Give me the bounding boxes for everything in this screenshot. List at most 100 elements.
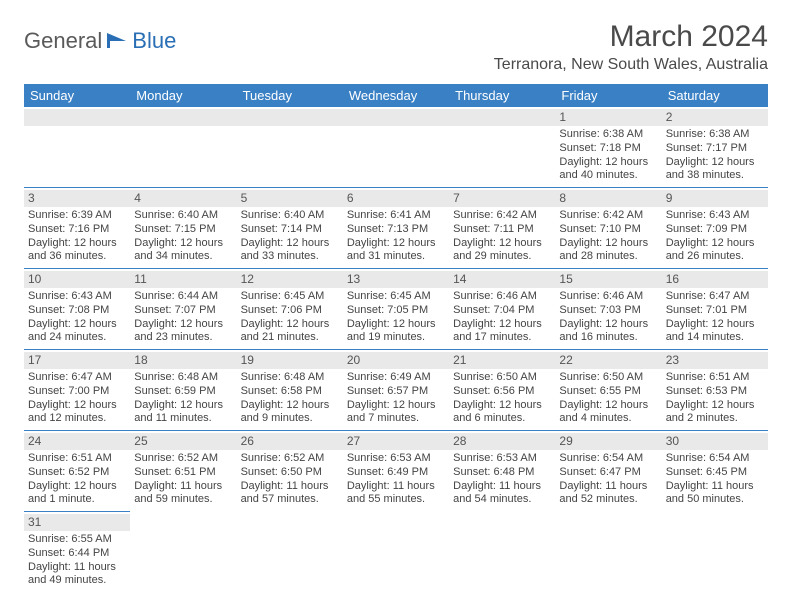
calendar-day-cell: 31Sunrise: 6:55 AMSunset: 6:44 PMDayligh… (24, 512, 130, 593)
sunset-text: Sunset: 6:51 PM (134, 466, 232, 480)
sunset-text: Sunset: 7:08 PM (28, 304, 126, 318)
daylight-text: Daylight: 11 hours and 59 minutes. (134, 480, 232, 508)
sunset-text: Sunset: 7:14 PM (241, 223, 339, 237)
calendar-day-cell (237, 107, 343, 188)
calendar-day-cell (130, 107, 236, 188)
month-title: March 2024 (494, 20, 768, 54)
calendar-day-cell: 20 Sunrise: 6:49 AMSunset: 6:57 PMDayligh… (343, 350, 449, 431)
daylight-text: Daylight: 12 hours and 21 minutes. (241, 318, 339, 346)
sunrise-text: Sunrise: 6:46 AM (559, 290, 657, 304)
sunset-text: Sunset: 7:18 PM (559, 142, 657, 156)
calendar-day-cell (343, 107, 449, 188)
daylight-text: Daylight: 12 hours and 1 minute. (28, 480, 126, 508)
day-number: 30 (662, 433, 768, 450)
calendar-day-cell: 10Sunrise: 6:43 AMSunset: 7:08 PMDayligh… (24, 269, 130, 350)
calendar-day-cell: 28Sunrise: 6:53 AMSunset: 6:48 PMDayligh… (449, 431, 555, 512)
sunrise-text: Sunrise: 6:43 AM (666, 209, 764, 223)
day-number-empty (449, 109, 555, 126)
calendar-day-cell: 21Sunrise: 6:50 AMSunset: 6:56 PMDayligh… (449, 350, 555, 431)
daylight-text: Daylight: 12 hours and 40 minutes. (559, 156, 657, 184)
sunset-text: Sunset: 6:47 PM (559, 466, 657, 480)
sunrise-text: Sunrise: 6:52 AM (134, 452, 232, 466)
daylight-text: Daylight: 12 hours and 12 minutes. (28, 399, 126, 427)
sunset-text: Sunset: 6:45 PM (666, 466, 764, 480)
weekday-header: Monday (130, 84, 236, 107)
calendar-day-cell (343, 512, 449, 593)
day-number: 23 (662, 352, 768, 369)
daylight-text: Daylight: 12 hours and 7 minutes. (347, 399, 445, 427)
sunrise-text: Sunrise: 6:53 AM (453, 452, 551, 466)
sunrise-text: Sunrise: 6:42 AM (559, 209, 657, 223)
calendar-week-row: 24Sunrise: 6:51 AMSunset: 6:52 PMDayligh… (24, 431, 768, 512)
sunrise-text: Sunrise: 6:49 AM (347, 371, 445, 385)
sunset-text: Sunset: 6:44 PM (28, 547, 126, 561)
day-number: 27 (343, 433, 449, 450)
sunrise-text: Sunrise: 6:38 AM (666, 128, 764, 142)
sunset-text: Sunset: 7:07 PM (134, 304, 232, 318)
daylight-text: Daylight: 12 hours and 28 minutes. (559, 237, 657, 265)
weekday-header: Saturday (662, 84, 768, 107)
sunset-text: Sunset: 7:00 PM (28, 385, 126, 399)
calendar-day-cell: 27Sunrise: 6:53 AMSunset: 6:49 PMDayligh… (343, 431, 449, 512)
calendar-day-cell: 4Sunrise: 6:40 AMSunset: 7:15 PMDaylight… (130, 188, 236, 269)
sunrise-text: Sunrise: 6:47 AM (28, 371, 126, 385)
day-number: 26 (237, 433, 343, 450)
flag-icon (106, 32, 130, 50)
calendar-day-cell (449, 107, 555, 188)
calendar-day-cell: 18Sunrise: 6:48 AMSunset: 6:59 PMDayligh… (130, 350, 236, 431)
sunrise-text: Sunrise: 6:46 AM (453, 290, 551, 304)
sunrise-text: Sunrise: 6:47 AM (666, 290, 764, 304)
calendar-day-cell (130, 512, 236, 593)
calendar-week-row: 1 Sunrise: 6:38 AM Sunset: 7:18 PMDaylight… (24, 107, 768, 188)
calendar-day-cell: 23Sunrise: 6:51 AMSunset: 6:53 PMDayligh… (662, 350, 768, 431)
sunrise-text: Sunrise: 6:45 AM (241, 290, 339, 304)
day-number: 17 (24, 352, 130, 369)
calendar-day-cell (24, 107, 130, 188)
sunset-text: Sunset: 6:53 PM (666, 385, 764, 399)
sunset-text: Sunset: 7:15 PM (134, 223, 232, 237)
sunset-text: Sunset: 6:57 PM (347, 385, 445, 399)
daylight-text: Daylight: 12 hours and 11 minutes. (134, 399, 232, 427)
daylight-text: Daylight: 12 hours and 26 minutes. (666, 237, 764, 265)
sunrise-text: Sunrise: 6:52 AM (241, 452, 339, 466)
sunset-text: Sunset: 7:16 PM (28, 223, 126, 237)
sunset-text: Sunset: 6:48 PM (453, 466, 551, 480)
logo: General Blue (24, 20, 176, 54)
daylight-text: Daylight: 12 hours and 34 minutes. (134, 237, 232, 265)
daylight-text: Daylight: 12 hours and 23 minutes. (134, 318, 232, 346)
sunrise-text: Sunrise: 6:44 AM (134, 290, 232, 304)
day-number: 16 (662, 271, 768, 288)
sunrise-text: Sunrise: 6:50 AM (559, 371, 657, 385)
calendar-week-row: 17Sunrise: 6:47 AMSunset: 7:00 PMDayligh… (24, 350, 768, 431)
sunset-text: Sunset: 7:09 PM (666, 223, 764, 237)
daylight-text: Daylight: 12 hours and 6 minutes. (453, 399, 551, 427)
sunrise-text: Sunrise: 6:55 AM (28, 533, 126, 547)
sunrise-text: Sunrise: 6:41 AM (347, 209, 445, 223)
daylight-text: Daylight: 11 hours and 52 minutes. (559, 480, 657, 508)
daylight-text: Daylight: 11 hours and 57 minutes. (241, 480, 339, 508)
sunrise-text: Sunrise: 6:51 AM (28, 452, 126, 466)
sunset-text: Sunset: 7:11 PM (453, 223, 551, 237)
calendar-day-cell: 5Sunrise: 6:40 AMSunset: 7:14 PMDaylight… (237, 188, 343, 269)
calendar-day-cell: 24Sunrise: 6:51 AMSunset: 6:52 PMDayligh… (24, 431, 130, 512)
daylight-text: Daylight: 11 hours and 49 minutes. (28, 561, 126, 589)
day-number: 1 (555, 109, 661, 126)
weekday-header: Thursday (449, 84, 555, 107)
day-number: 20 (343, 352, 449, 369)
daylight-text: Daylight: 12 hours and 16 minutes. (559, 318, 657, 346)
logo-text-blue: Blue (132, 28, 176, 54)
daylight-text: Daylight: 12 hours and 19 minutes. (347, 318, 445, 346)
daylight-text: Daylight: 12 hours and 9 minutes. (241, 399, 339, 427)
sunrise-text: Sunrise: 6:54 AM (559, 452, 657, 466)
sunset-text: Sunset: 7:04 PM (453, 304, 551, 318)
calendar-day-cell: 8Sunrise: 6:42 AMSunset: 7:10 PMDaylight… (555, 188, 661, 269)
calendar-day-cell (449, 512, 555, 593)
calendar-day-cell: 22Sunrise: 6:50 AMSunset: 6:55 PMDayligh… (555, 350, 661, 431)
sunrise-text: Sunrise: 6:40 AM (134, 209, 232, 223)
sunset-text: Sunset: 7:17 PM (666, 142, 764, 156)
daylight-text: Daylight: 12 hours and 31 minutes. (347, 237, 445, 265)
sunset-text: Sunset: 6:55 PM (559, 385, 657, 399)
day-number: 2 (662, 109, 768, 126)
sunset-text: Sunset: 7:10 PM (559, 223, 657, 237)
sunset-text: Sunset: 6:59 PM (134, 385, 232, 399)
